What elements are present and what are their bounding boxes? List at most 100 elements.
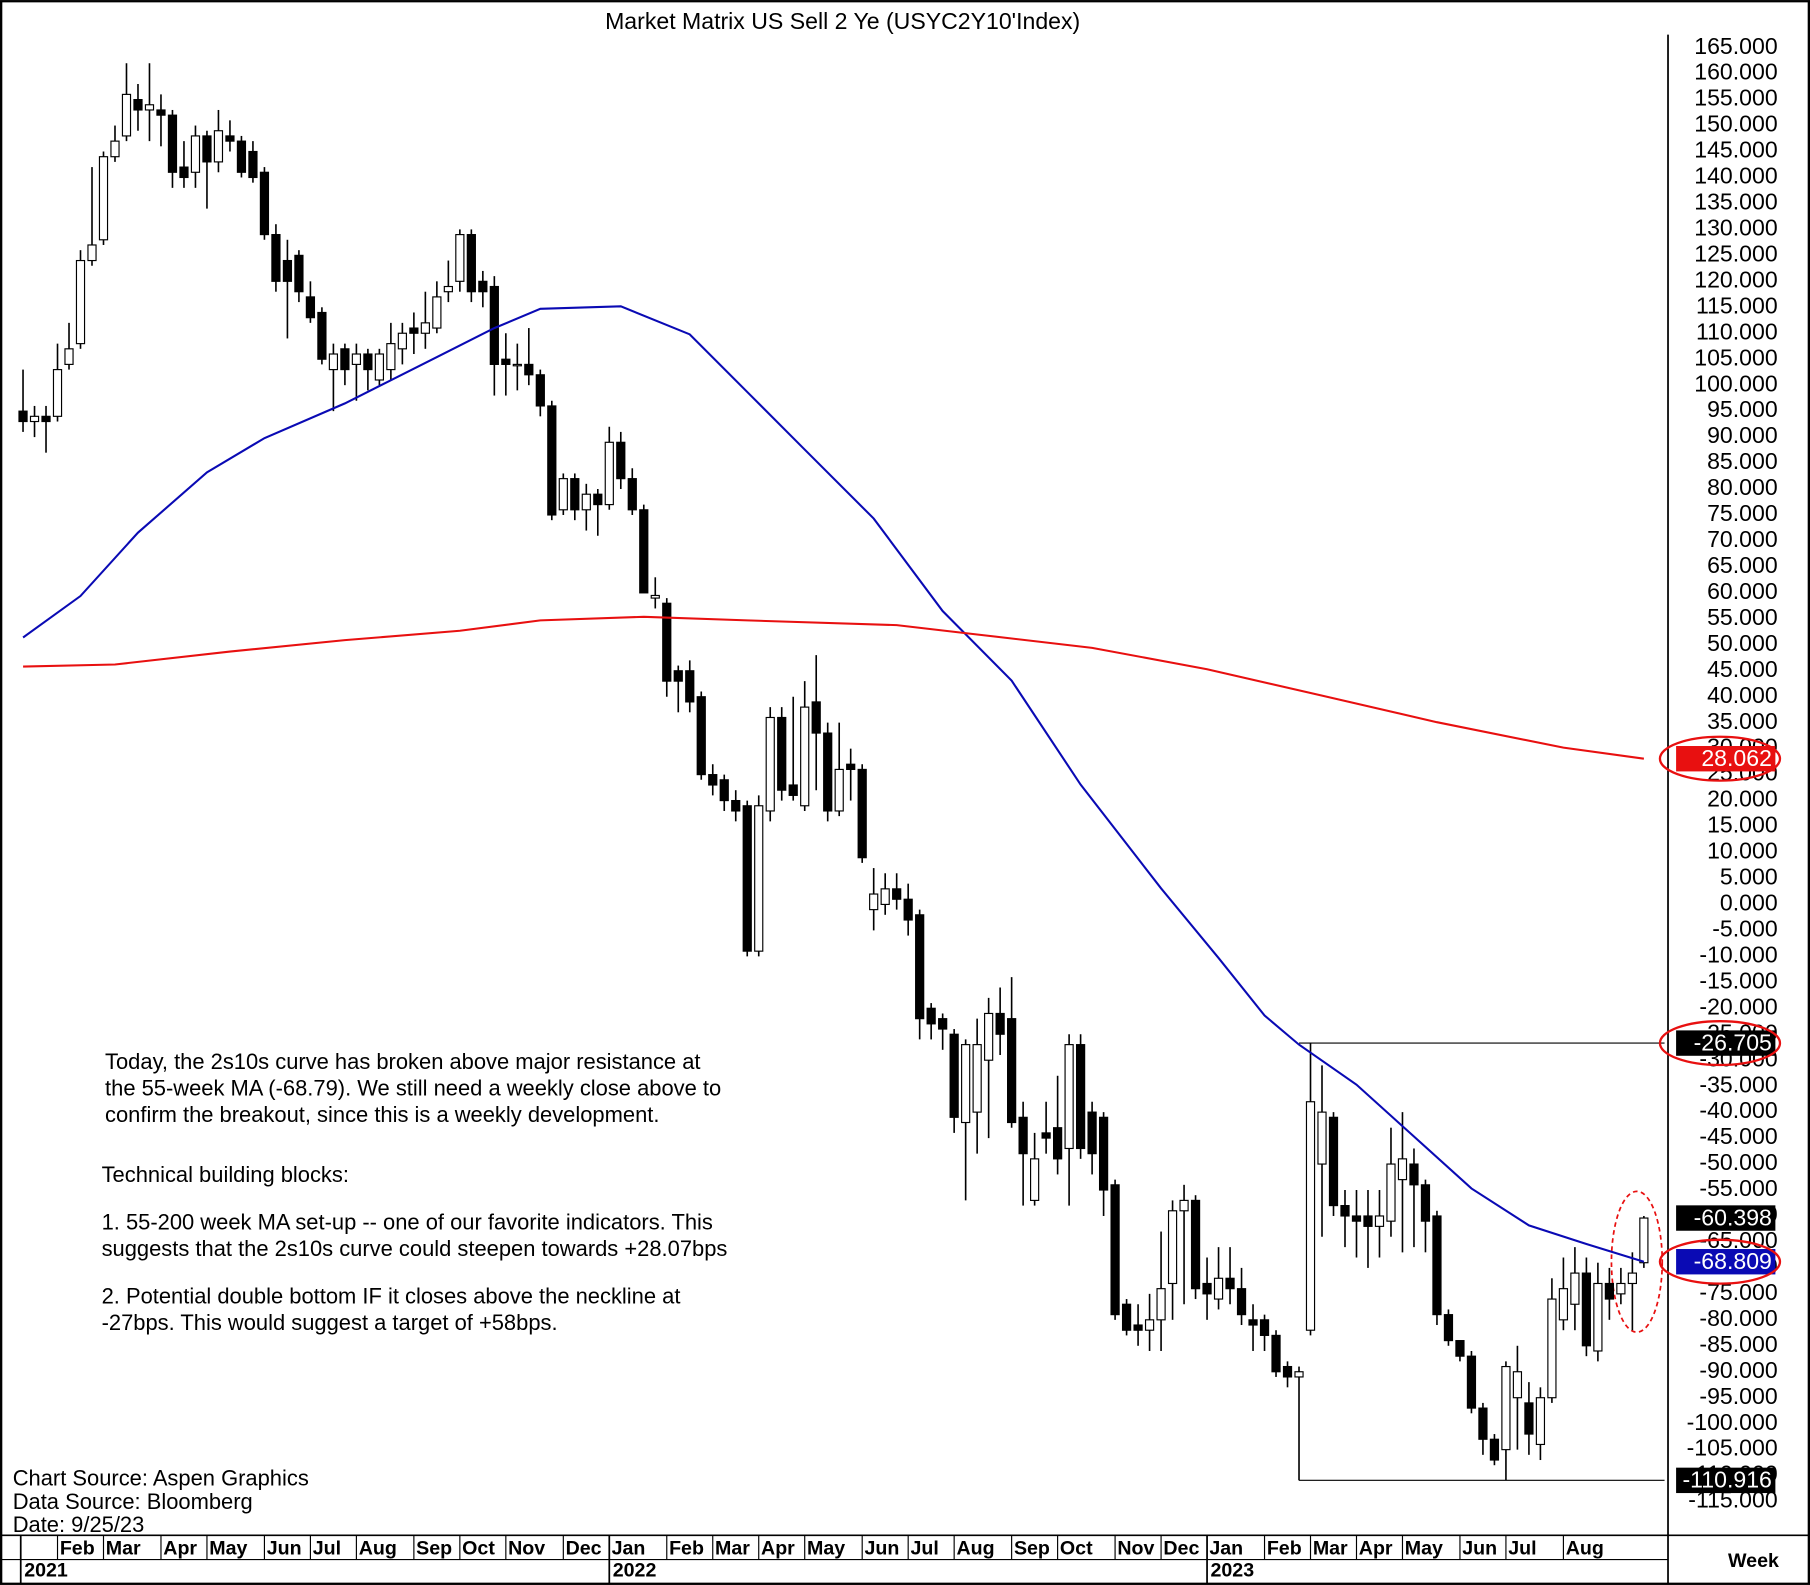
x-tick-label: Jul <box>1508 1537 1536 1559</box>
y-tick-label: 75.000 <box>1707 500 1778 526</box>
candle-body <box>1512 1371 1523 1399</box>
candle-body <box>1570 1272 1580 1305</box>
year-label: 2023 <box>1211 1559 1255 1581</box>
candle-body <box>98 156 109 241</box>
candle-body <box>29 415 40 423</box>
price-tag-box <box>1676 1205 1776 1231</box>
candle-body <box>1064 1044 1074 1150</box>
candle-body <box>1432 1215 1442 1316</box>
y-tick-label: 40.000 <box>1707 682 1778 708</box>
price-tag-label: 28.062 <box>1701 745 1772 771</box>
y-tick-label: 105.000 <box>1694 344 1777 370</box>
candle-body <box>18 410 28 423</box>
highlight-ellipse <box>1610 1190 1664 1334</box>
y-tick-label: 45.000 <box>1707 656 1778 682</box>
x-tick-label: Feb <box>669 1537 704 1559</box>
x-tick-label: May <box>209 1537 247 1559</box>
candle-body <box>156 109 166 116</box>
candle-body <box>754 805 764 952</box>
candle-body <box>1075 1044 1086 1150</box>
candle-body <box>685 670 695 703</box>
y-tick-label: 155.000 <box>1694 85 1777 111</box>
candle-body <box>1190 1199 1201 1290</box>
candle-body <box>1593 1282 1603 1352</box>
price-tag-box <box>1676 1249 1776 1275</box>
y-tick-label: 65.000 <box>1707 552 1778 578</box>
price-tag-label: -26.705 <box>1694 1029 1772 1055</box>
candle-body <box>1179 1199 1189 1212</box>
y-tick-label: -90.000 <box>1699 1357 1777 1383</box>
y-tick-label: 115.000 <box>1696 292 1778 318</box>
candle-body <box>386 343 396 371</box>
candle-body <box>1397 1158 1408 1181</box>
candle-body <box>627 478 637 511</box>
x-tick-label: Apr <box>163 1537 197 1559</box>
candle-body <box>547 405 557 516</box>
candle-body <box>1374 1215 1385 1227</box>
candle-body <box>282 259 293 282</box>
x-tick-label: Apr <box>1359 1537 1393 1559</box>
x-tick-label: Jul <box>910 1537 938 1559</box>
candle-body <box>1121 1303 1132 1331</box>
y-tick-label: 0.000 <box>1720 890 1778 916</box>
candle-body <box>87 244 97 262</box>
candle-body <box>1386 1163 1396 1222</box>
annotation-text: suggests that the 2s10s curve could stee… <box>102 1236 728 1261</box>
candle-body <box>236 140 247 173</box>
candle-body <box>834 768 844 812</box>
candle-body <box>1052 1127 1063 1160</box>
candle-body <box>823 732 833 812</box>
candle-body <box>581 493 591 511</box>
candle-body <box>443 285 453 293</box>
y-tick-label: 150.000 <box>1694 111 1777 137</box>
y-tick-label: 80.000 <box>1707 474 1778 500</box>
candle-body <box>650 594 660 599</box>
candle-body <box>708 774 718 786</box>
candle-body <box>202 135 212 163</box>
candle-body <box>984 1012 994 1061</box>
x-tick-label: Nov <box>508 1537 545 1559</box>
candle-body <box>1202 1282 1212 1295</box>
candle-body <box>1248 1319 1258 1326</box>
year-label: 2022 <box>613 1559 657 1581</box>
candle-body <box>811 701 821 734</box>
candle-body <box>1225 1277 1235 1290</box>
x-tick-label: Aug <box>956 1537 994 1559</box>
y-tick-label: 50.000 <box>1707 630 1778 656</box>
y-tick-label: 5.000 <box>1720 864 1778 890</box>
candle-body <box>1007 1018 1017 1124</box>
candle-body <box>1236 1288 1247 1316</box>
candle-body <box>340 348 350 371</box>
candle-body <box>1317 1111 1327 1165</box>
price-tag-label: -110.916 <box>1683 1467 1772 1493</box>
y-tick-label: -20.000 <box>1699 993 1777 1019</box>
candle-body <box>1030 1158 1040 1201</box>
candle-body <box>1627 1272 1637 1285</box>
x-tick-label: Sep <box>1014 1537 1050 1559</box>
x-tick-label: Jan <box>1209 1537 1243 1559</box>
x-tick-label: Mar <box>1313 1537 1348 1559</box>
candle-body <box>1409 1163 1419 1186</box>
x-tick-label: May <box>807 1537 845 1559</box>
candle-body <box>489 285 499 365</box>
annotation-text: confirm the breakout, since this is a we… <box>105 1102 659 1127</box>
candle-body <box>880 888 890 906</box>
x-tick-label: Mar <box>106 1537 141 1559</box>
candle-body <box>466 234 476 293</box>
candle-body <box>259 171 270 236</box>
y-tick-label: 15.000 <box>1707 812 1778 838</box>
candle-body <box>742 805 752 952</box>
candle-body <box>1351 1215 1362 1222</box>
y-tick-label: -35.000 <box>1699 1071 1777 1097</box>
y-tick-label: -50.000 <box>1699 1149 1777 1175</box>
candle-body <box>869 893 879 911</box>
candle-body <box>1340 1205 1350 1217</box>
candle-body <box>1328 1116 1339 1207</box>
candle-body <box>317 311 327 360</box>
candle-body <box>777 716 787 791</box>
candle-body <box>225 135 235 142</box>
candle-body <box>478 280 488 293</box>
x-tick-label: Dec <box>1163 1537 1199 1559</box>
candle-body <box>1547 1298 1557 1399</box>
